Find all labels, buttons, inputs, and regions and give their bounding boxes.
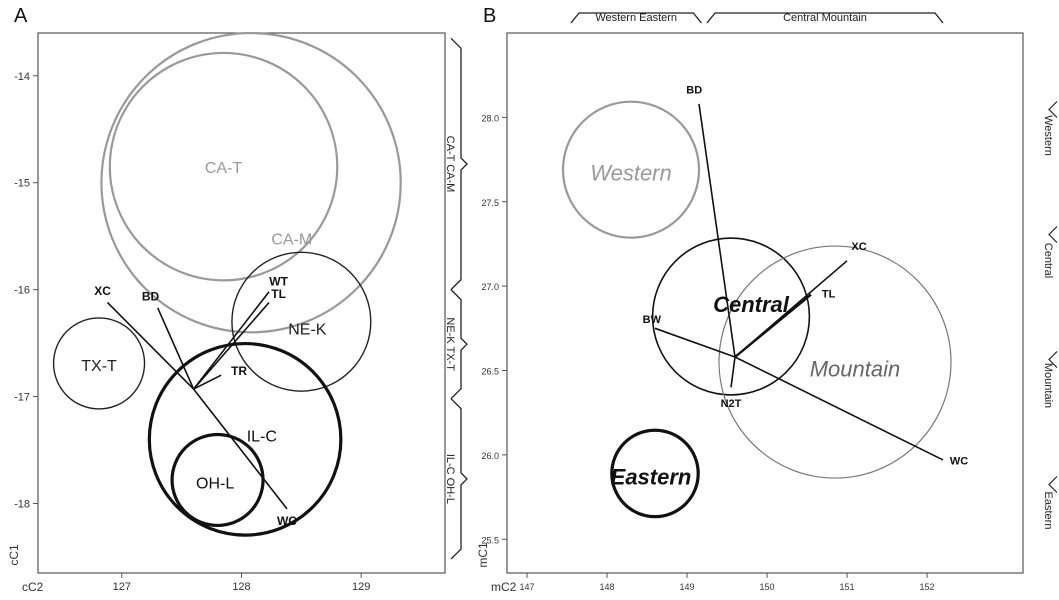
vector-line [654,327,736,358]
vector-line [193,301,270,390]
circle-label: Western [590,161,672,186]
circle-label: Mountain [810,356,901,381]
vector-label: WC [950,456,968,468]
group-brace-top [570,12,702,24]
group-circle [610,428,700,519]
x-tick-label: 129 [352,581,370,593]
y-tick-label: 27.5 [481,198,499,208]
x-tick-label: 148 [599,582,614,592]
right-label-mark [1048,351,1058,368]
group-brace [450,37,468,291]
group-circle [147,341,343,537]
y-tick-label: -15 [14,178,30,190]
brace-label: IL-C OH-L [444,454,456,504]
panel-letter: A [14,5,28,27]
brace-top-label: Western Eastern [595,12,677,24]
panel-b: B 147 148 149 150 151 152 25.5 26.0 26.5 27.0 27.5 2… [476,5,1058,594]
vector-line [156,307,195,390]
x-axis-title: mC2 [491,580,517,594]
group-circle [561,100,701,239]
x-tick-label: 149 [679,582,694,592]
right-label-mark [1048,226,1058,243]
y-tick-label: 25.5 [481,535,499,545]
vector-label: XC [94,284,111,298]
group-circle [231,251,372,392]
vector-line [192,291,270,390]
group-circle [52,317,146,410]
vector-label: WC [277,514,297,528]
x-tick-label: 151 [839,582,854,592]
y-tick-label: -16 [14,285,30,297]
right-label: Eastern [1042,492,1054,530]
vector-label: BW [643,314,662,326]
vector-label: TR [231,364,247,378]
y-tick-label: 28.0 [481,113,499,123]
group-circle [170,432,265,528]
x-tick-label: 127 [113,581,131,593]
x-tick-label: 152 [919,582,934,592]
x-axis-title: cC2 [22,580,44,594]
right-label: Western [1042,115,1054,156]
circle-label: Central [713,292,790,317]
vector-line [192,388,288,510]
y-tick-label: 26.5 [481,367,499,377]
y-axis-title: cC1 [7,544,21,566]
group-brace [450,398,468,560]
y-tick-label: 26.0 [481,451,499,461]
vector-line [193,374,222,390]
y-tick-label: -18 [14,498,30,510]
vector-label: TL [271,287,286,301]
circle-label: CA-T [205,160,243,177]
circle-label: OH-L [196,475,234,492]
x-tick-label: 150 [759,582,774,592]
circle-label: CA-M [271,232,312,249]
right-label-mark [1048,476,1058,493]
x-tick-label: 128 [232,581,250,593]
right-label: Mountain [1042,363,1054,408]
x-tick-label: 147 [519,582,534,592]
vector-label: BD [686,84,702,96]
vector-line [698,103,736,358]
y-axis-title: mC1 [476,542,490,568]
group-brace-top [706,12,944,24]
brace-label: NE-K TX-T [444,317,456,371]
vector-label: TL [822,288,836,300]
y-tick-label: -14 [14,71,30,83]
group-circle [651,237,811,396]
right-label-mark [1048,101,1058,118]
vector-line [734,293,812,358]
plot-frame [506,32,1024,574]
group-circle [100,31,402,334]
brace-top-label: Central Mountain [783,12,867,24]
circle-label: NE-K [288,321,327,338]
circle-label: TX-T [81,358,117,375]
vector-label: BD [142,289,160,303]
panel-letter: B [483,5,496,27]
circle-label: IL-C [247,428,277,445]
vector-label: WT [269,274,288,288]
group-brace [450,289,468,400]
group-circle [108,51,339,282]
vector-line [106,301,195,390]
circle-label: Eastern [611,464,692,489]
vector-label: N2T [721,398,742,410]
y-tick-label: 27.0 [481,282,499,292]
group-circle [718,245,952,479]
right-label: Central [1042,243,1054,278]
vector-line [734,356,944,461]
brace-label: CA-T CA-M [444,136,456,193]
vector-label: XC [851,241,866,253]
y-tick-label: -17 [14,392,30,404]
vector-line [730,356,736,388]
